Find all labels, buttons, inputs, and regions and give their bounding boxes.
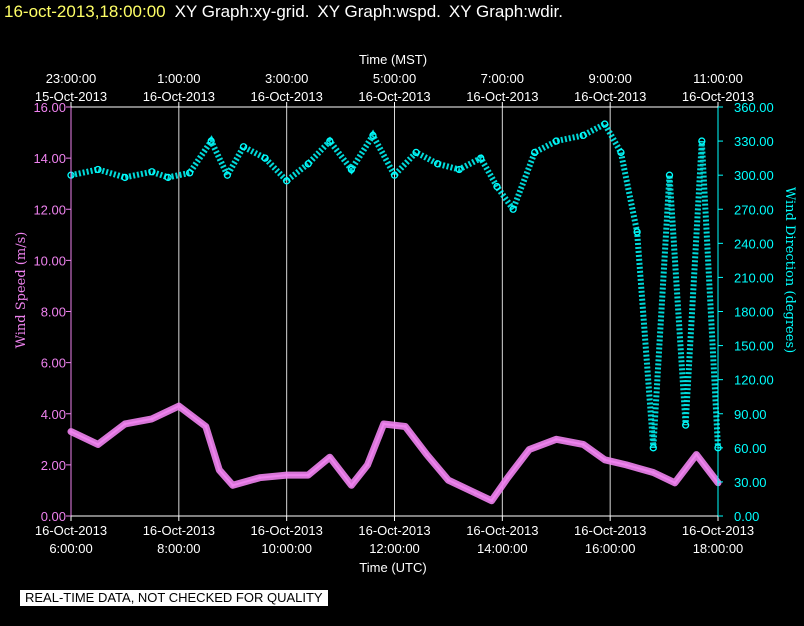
- top-tick-label-time: 9:00:00: [588, 71, 631, 86]
- wind-speed-point: [473, 491, 477, 495]
- wind-speed-point: [651, 471, 655, 475]
- y-left-tick-label: 6.00: [41, 356, 66, 371]
- top-tick-label-time: 23:00:00: [46, 71, 97, 86]
- y-left-tick-label: 2.00: [41, 458, 66, 473]
- y-right-tick-label: 270.00: [734, 202, 774, 217]
- top-tick-label-time: 7:00:00: [481, 71, 524, 86]
- wind-speed-line: [70, 404, 719, 502]
- wind-speed-point: [624, 463, 628, 467]
- x-tick-label-time: 14:00:00: [477, 541, 528, 556]
- x-tick-label-date: 16-Oct-2013: [251, 523, 323, 538]
- y-right-tick-label: 30.00: [734, 475, 767, 490]
- top-axis-title: Time (MST): [359, 52, 427, 67]
- y-left-tick-label: 16.00: [33, 100, 66, 115]
- graph-title-wdir: XY Graph:wdir.: [448, 2, 563, 21]
- y-left-tick-label: 12.00: [33, 202, 66, 217]
- x-tick-label-time: 6:00:00: [49, 541, 92, 556]
- wind-speed-point: [366, 463, 370, 467]
- wind-speed-point: [403, 425, 407, 429]
- x-tick-label-date: 16-Oct-2013: [358, 523, 430, 538]
- top-tick-label-date: 16-Oct-2013: [143, 89, 215, 104]
- wind-speed-point: [581, 442, 585, 446]
- x-tick-label-time: 12:00:00: [369, 541, 420, 556]
- wind-direction-trace: [70, 119, 721, 449]
- wind-speed-point: [673, 481, 677, 485]
- y-right-tick-label: 210.00: [734, 270, 774, 285]
- y-right-tick-label: 330.00: [734, 134, 774, 149]
- graph-title-xy-grid: XY Graph:xy-grid.: [174, 2, 310, 21]
- top-tick-label-date: 15-Oct-2013: [35, 89, 107, 104]
- wind-speed-point: [231, 483, 235, 487]
- y-left-tick-label: 8.00: [41, 305, 66, 320]
- wind-speed-point: [150, 417, 154, 421]
- y-left-tick-label: 4.00: [41, 407, 66, 422]
- wind-speed-point: [694, 453, 698, 457]
- axes: 16-Oct-2013 6:00:00 16-Oct-2013 8:00:00 16-O…: [33, 71, 773, 556]
- y-right-tick-label: 120.00: [734, 373, 774, 388]
- top-tick-label-date: 16-Oct-2013: [251, 89, 323, 104]
- y-axis-left-title: Wind Speed (m/s): [14, 232, 29, 349]
- x-axis-title: Time (UTC): [359, 560, 426, 575]
- y-right-tick-label: 60.00: [734, 441, 767, 456]
- x-tick-label-time: 10:00:00: [261, 541, 312, 556]
- y-right-tick-label: 360.00: [734, 100, 774, 115]
- top-tick-label-time: 5:00:00: [373, 71, 416, 86]
- x-tick-label-date: 16-Oct-2013: [35, 523, 107, 538]
- top-tick-label-time: 11:00:00: [693, 71, 743, 86]
- wind-speed-point: [328, 455, 332, 459]
- wind-speed-point: [204, 425, 208, 429]
- wind-speed-point: [123, 422, 127, 426]
- x-tick-label-date: 16-Oct-2013: [574, 523, 646, 538]
- wind-speed-series: [67, 402, 722, 505]
- y-right-tick-label: 240.00: [734, 236, 774, 251]
- y-right-tick-label: 300.00: [734, 168, 774, 183]
- y-right-tick-label: 150.00: [734, 339, 774, 354]
- chart-header: 16-oct-2013,18:00:00 XY Graph:xy-grid. XY …: [4, 0, 563, 24]
- y-left-tick-label: 10.00: [33, 253, 66, 268]
- wind-speed-point: [446, 478, 450, 482]
- wind-speed-point: [349, 483, 353, 487]
- wind-speed-point: [96, 442, 100, 446]
- y-axis-right-title: Wind Direction (degrees): [782, 187, 797, 353]
- x-tick-label-time: 16:00:00: [585, 541, 636, 556]
- wind-speed-point: [258, 476, 262, 480]
- y-right-tick-label: 0.00: [734, 509, 759, 524]
- x-tick-label-time: 8:00:00: [157, 541, 200, 556]
- wind-speed-point: [490, 499, 494, 503]
- top-tick-label-time: 1:00:00: [157, 71, 200, 86]
- top-tick-label-time: 3:00:00: [265, 71, 308, 86]
- quality-notice: REAL-TIME DATA, NOT CHECKED FOR QUALITY: [20, 590, 328, 606]
- top-tick-label-date: 16-Oct-2013: [682, 89, 754, 104]
- wind-speed-point: [527, 448, 531, 452]
- x-tick-label-date: 16-Oct-2013: [466, 523, 538, 538]
- x-tick-label-date: 16-Oct-2013: [143, 523, 215, 538]
- wind-speed-point: [285, 473, 289, 477]
- top-tick-label-date: 16-Oct-2013: [466, 89, 538, 104]
- wind-speed-point: [554, 437, 558, 441]
- y-left-tick-label: 14.00: [33, 151, 66, 166]
- x-tick-label-date: 16-Oct-2013: [682, 523, 754, 538]
- top-tick-label-date: 16-Oct-2013: [358, 89, 430, 104]
- wind-speed-point: [217, 468, 221, 472]
- wind-speed-point: [506, 476, 510, 480]
- x-tick-label-time: 18:00:00: [693, 541, 744, 556]
- y-right-tick-label: 180.00: [734, 305, 774, 320]
- top-tick-label-date: 16-Oct-2013: [574, 89, 646, 104]
- grid-layer: [178, 107, 611, 516]
- wind-speed-point: [425, 453, 429, 457]
- wind-speed-point: [603, 458, 607, 462]
- y-right-tick-label: 90.00: [734, 407, 767, 422]
- y-left-tick-label: 0.00: [41, 509, 66, 524]
- wind-speed-point: [306, 473, 310, 477]
- graph-title-wspd: XY Graph:wspd.: [317, 2, 441, 21]
- header-timestamp: 16-oct-2013,18:00:00: [4, 2, 166, 21]
- wind-speed-point: [382, 422, 386, 426]
- wind-speed-point: [177, 404, 181, 408]
